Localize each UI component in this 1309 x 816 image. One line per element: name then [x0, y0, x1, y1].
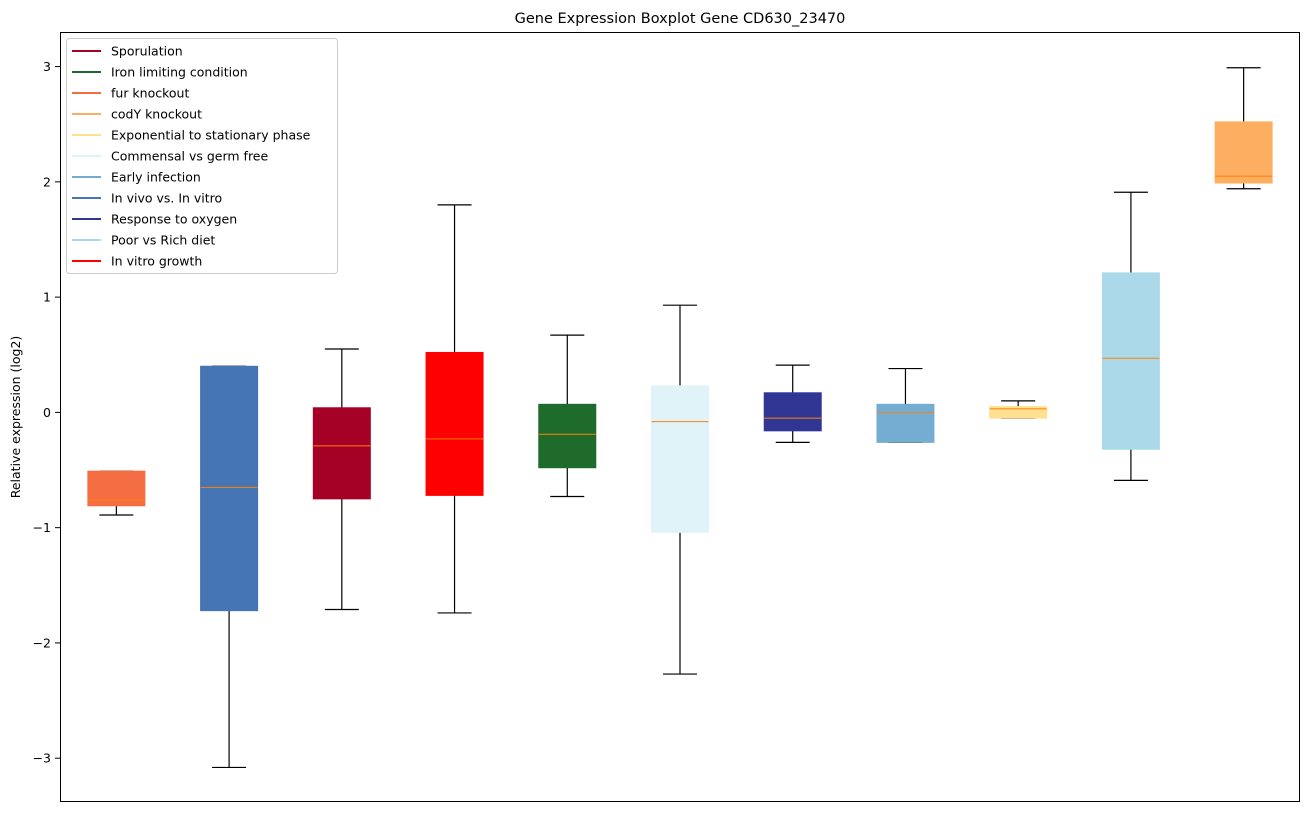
box-8 — [876, 367, 935, 443]
box-iqr — [651, 385, 709, 533]
legend-label: fur knockout — [111, 86, 189, 101]
legend-frame — [66, 38, 338, 274]
box-iqr — [876, 403, 935, 443]
y-tick-label: −1 — [33, 520, 51, 535]
legend-label: Exponential to stationary phase — [111, 128, 311, 143]
box-iqr — [538, 403, 597, 469]
box-11 — [1214, 67, 1273, 190]
box-9 — [989, 400, 1048, 419]
y-tick-label: 0 — [43, 405, 51, 420]
plot-frame — [60, 32, 1300, 802]
box-iqr — [1101, 272, 1160, 450]
legend-label: Early infection — [111, 170, 201, 185]
legend-label: Poor vs Rich diet — [111, 233, 215, 248]
y-axis-label: Relative expression (log2) — [8, 336, 23, 499]
legend-label: Sporulation — [111, 44, 183, 59]
y-tick-label: −3 — [33, 751, 51, 766]
box-4 — [425, 204, 484, 614]
box-iqr — [989, 406, 1048, 419]
legend-label: Response to oxygen — [111, 212, 237, 227]
y-tick-label: 1 — [43, 290, 51, 305]
box-iqr — [763, 392, 822, 432]
box-1 — [87, 470, 146, 516]
legend-label: Iron limiting condition — [111, 65, 248, 80]
y-tick-label: −2 — [33, 635, 51, 650]
y-tick-label: 3 — [43, 59, 51, 74]
box-iqr — [312, 407, 371, 500]
box-iqr — [87, 470, 146, 507]
y-tick-label: 2 — [43, 174, 51, 189]
box-6 — [651, 304, 709, 675]
box-7 — [763, 364, 822, 443]
box-iqr — [425, 351, 484, 496]
box-2 — [200, 365, 259, 769]
legend: Sporulation Iron limiting condition fur kn… — [66, 38, 338, 274]
box-iqr — [1214, 121, 1273, 184]
chart-title: Gene Expression Boxplot Gene CD630_23470 — [515, 11, 846, 27]
legend-label: Commensal vs germ free — [111, 149, 268, 164]
y-axis: −3 −2 −1 0 1 2 3 — [33, 59, 60, 766]
box-10 — [1101, 191, 1160, 481]
legend-label: In vivo vs. In vitro — [111, 191, 222, 206]
legend-label: In vitro growth — [111, 254, 202, 269]
box-3 — [312, 348, 371, 611]
box-5 — [538, 334, 597, 498]
boxes-layer — [87, 67, 1273, 769]
legend-label: codY knockout — [111, 107, 202, 122]
box-iqr — [200, 365, 259, 612]
